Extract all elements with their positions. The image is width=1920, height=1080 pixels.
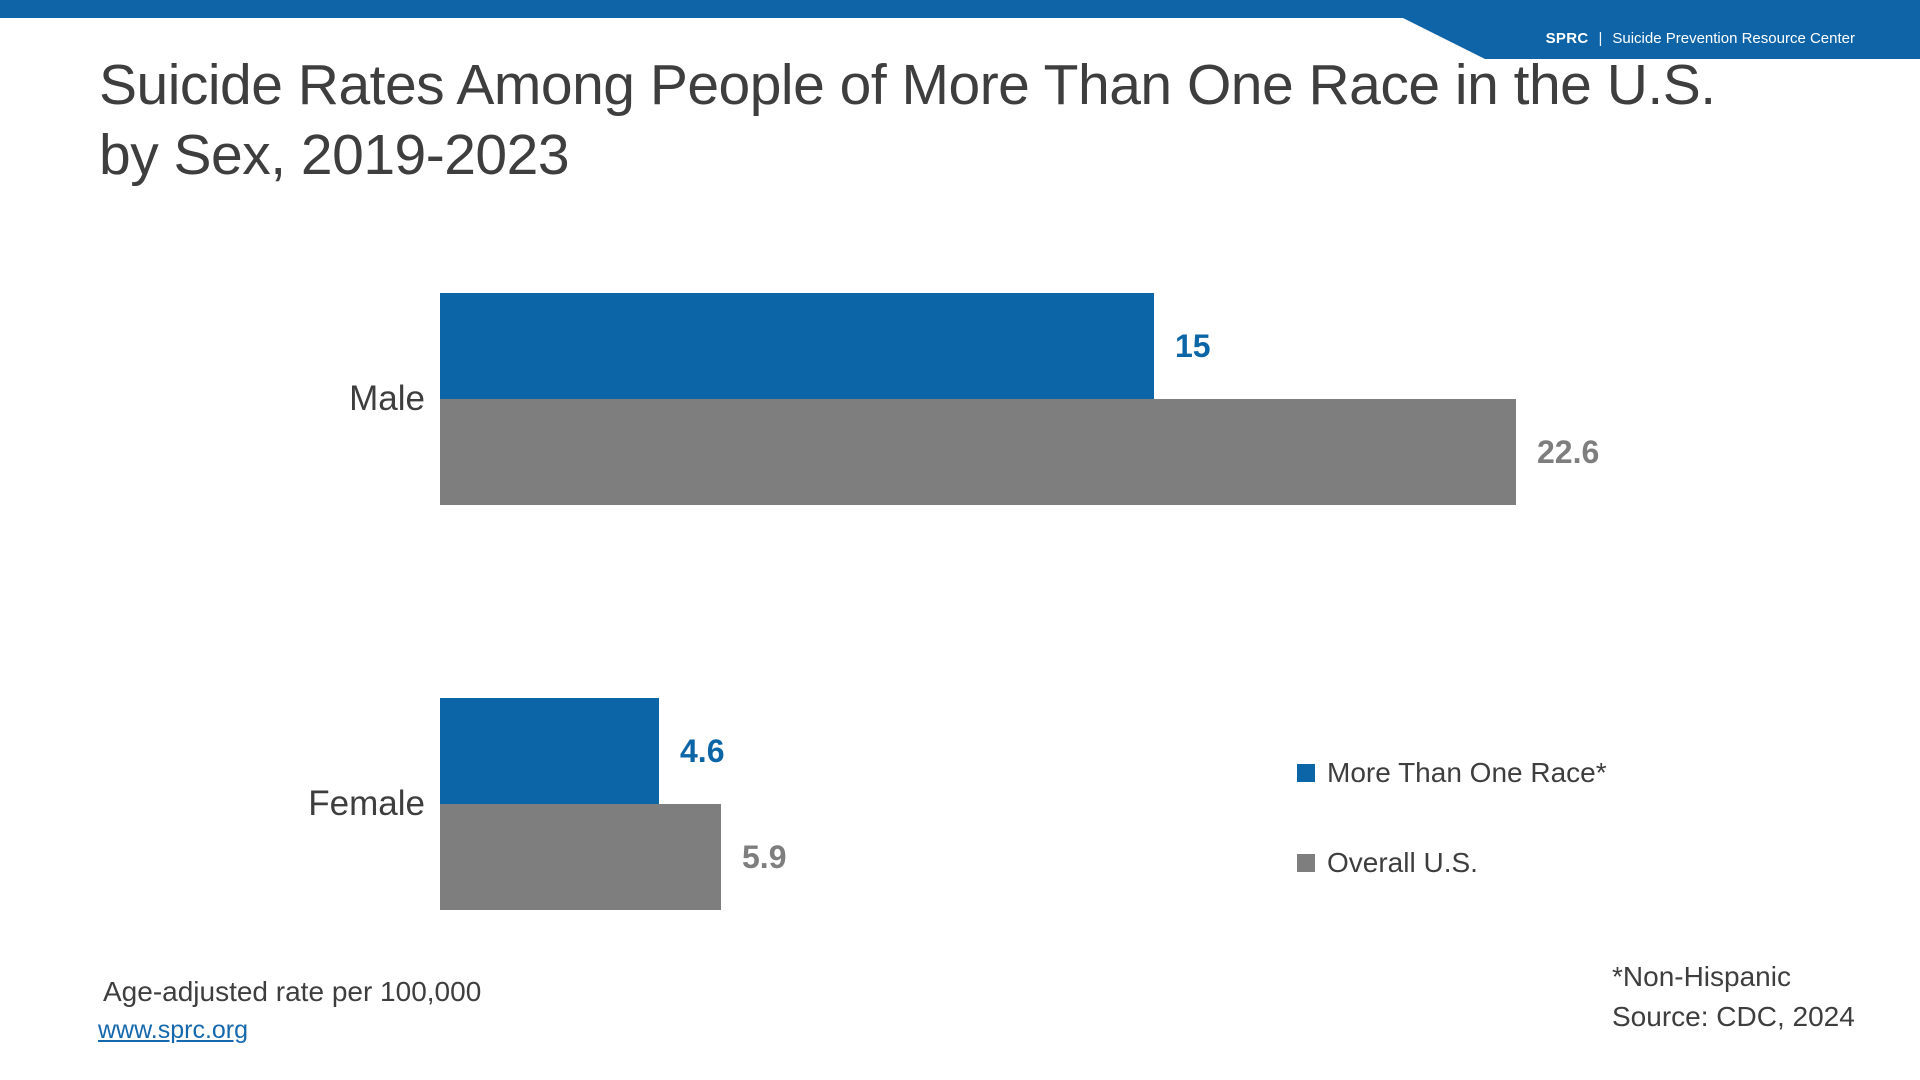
category-label-male: Male [349, 379, 425, 418]
page-title-line1: Suicide Rates Among People of More Than … [99, 53, 1716, 117]
bar-female-more-than-one-race [440, 698, 659, 804]
footnote-left: Age-adjusted rate per 100,000 www.sprc.o… [98, 976, 482, 1045]
source-note: Source: CDC, 2024 [1612, 1001, 1855, 1032]
bar-male-more-than-one-race [440, 293, 1154, 399]
legend-label: More Than One Race* [1327, 757, 1607, 788]
legend-label: Overall U.S. [1327, 847, 1478, 878]
category-label-female: Female [308, 784, 425, 823]
legend-swatch-gray [1297, 854, 1315, 872]
bar-male-overall-us [440, 399, 1516, 505]
page-title-line2: by Sex, 2019-2023 [99, 123, 570, 187]
value-label-female-more-than-one-race: 4.6 [680, 733, 725, 769]
sprc-link[interactable]: www.sprc.org [98, 1016, 249, 1044]
bar-female-overall-us [440, 804, 721, 910]
brand-ribbon: SPRC | Suicide Prevention Resource Cente… [1403, 18, 1920, 59]
legend-swatch-blue [1297, 764, 1315, 782]
asterisk-note: *Non-Hispanic [1612, 961, 1791, 992]
legend-item-overall-us: Overall U.S. [1297, 846, 1478, 880]
brand-abbrev: SPRC [1545, 30, 1589, 47]
rate-note: Age-adjusted rate per 100,000 [103, 976, 482, 1007]
header-accent-bar [0, 0, 1920, 18]
value-label-female-overall-us: 5.9 [742, 839, 787, 875]
value-label-male-overall-us: 22.6 [1537, 434, 1600, 470]
page-title: Suicide Rates Among People of More Than … [99, 50, 1716, 190]
brand-name: Suicide Prevention Resource Center [1612, 30, 1855, 47]
value-label-male-more-than-one-race: 15 [1175, 328, 1211, 364]
brand-separator: | [1598, 30, 1603, 47]
legend-item-more-than-one-race: More Than One Race* [1297, 756, 1607, 790]
footnote-right: *Non-Hispanic Source: CDC, 2024 [1612, 957, 1855, 1037]
